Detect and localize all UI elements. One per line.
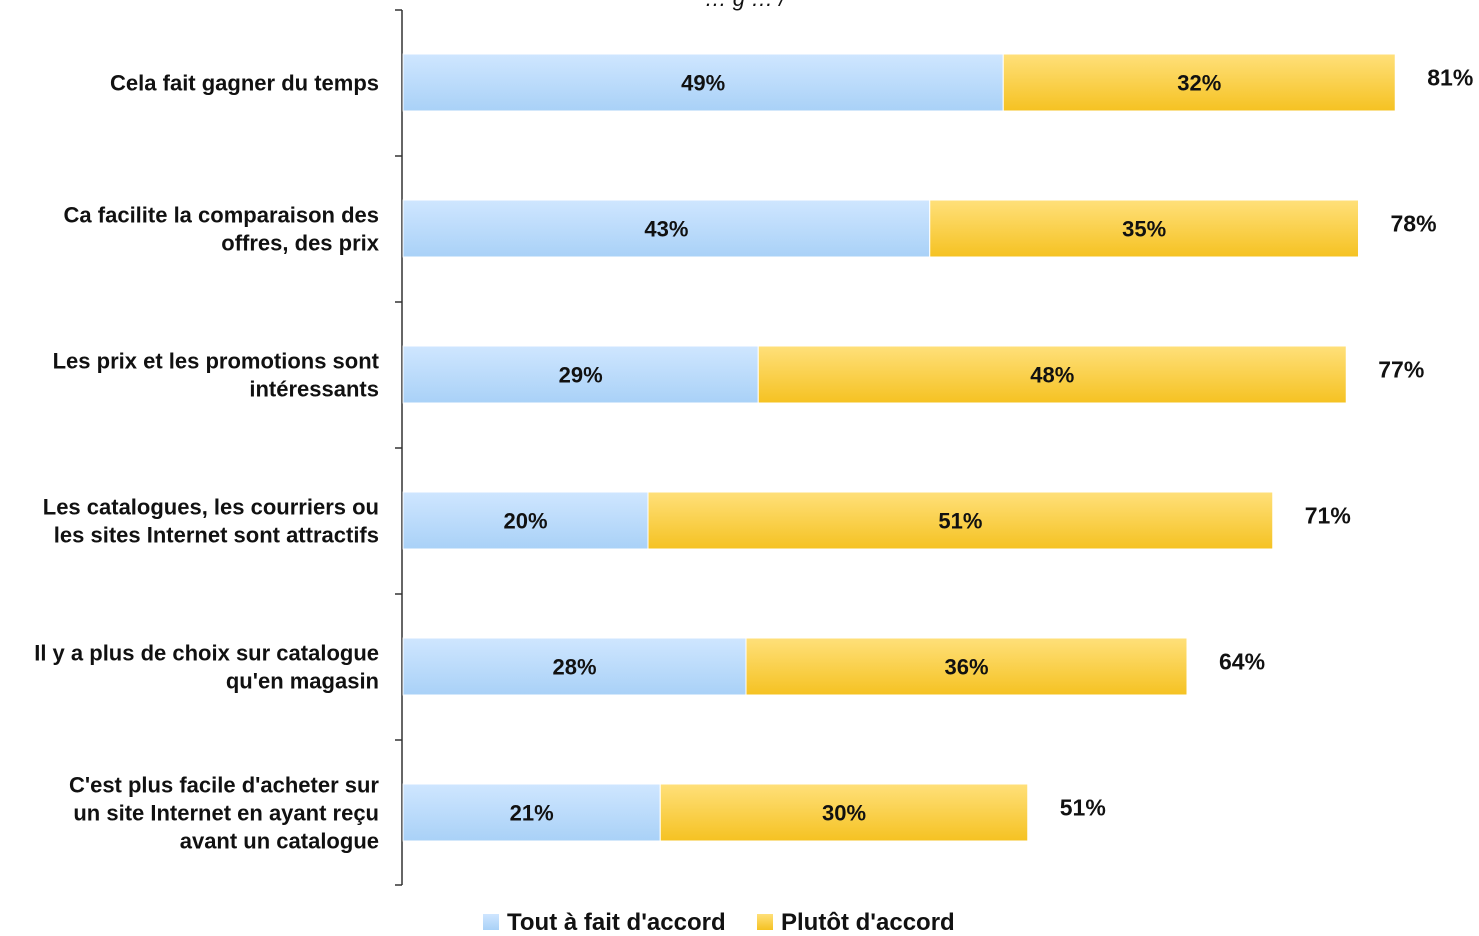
category-label: les sites Internet sont attractifs: [54, 523, 379, 548]
bar-value-label: 30%: [822, 801, 866, 826]
bar-value-label: 49%: [681, 71, 725, 96]
bar-segment-tout-a-fait: [402, 783, 661, 842]
bar-segment-plutot: [757, 345, 1347, 404]
category-label: qu'en magasin: [226, 669, 379, 694]
category-label: avant un catalogue: [180, 829, 379, 854]
bar-segment-plutot: [1002, 53, 1396, 112]
bar-value-label: 20%: [503, 509, 547, 534]
category-label: Il y a plus de choix sur catalogue: [34, 641, 379, 666]
bar-segment-tout-a-fait: [402, 637, 747, 696]
bar-total-label: 51%: [1060, 795, 1106, 821]
bar-value-label: 21%: [510, 801, 554, 826]
bar-segment-plutot: [929, 199, 1359, 258]
legend-swatch: [757, 914, 773, 930]
legend: Tout à fait d'accord Plutôt d'accord: [483, 909, 955, 936]
legend-label: Tout à fait d'accord: [507, 909, 726, 936]
bar-value-label: 32%: [1177, 71, 1221, 96]
bar-segment-plutot: [659, 783, 1029, 842]
bar-total-label: 64%: [1219, 649, 1265, 675]
legend-swatch: [483, 914, 499, 930]
bar-value-label: 48%: [1030, 363, 1074, 388]
category-label: intéressants: [249, 377, 379, 402]
category-label: offres, des prix: [221, 231, 379, 256]
bar-value-label: 51%: [938, 509, 982, 534]
category-label: Les catalogues, les courriers ou: [43, 495, 379, 520]
bar-value-label: 36%: [944, 655, 988, 680]
category-label: C'est plus facile d'acheter sur: [69, 773, 379, 798]
bar-segment-tout-a-fait: [402, 53, 1004, 112]
bar-segment-plutot: [745, 637, 1188, 696]
category-label: Cela fait gagner du temps: [110, 71, 379, 96]
bar-segment-plutot: [647, 491, 1274, 550]
bar-total-label: 81%: [1427, 65, 1473, 91]
bar-segment-tout-a-fait: [402, 199, 931, 258]
bar-value-label: 43%: [644, 217, 688, 242]
bar-segment-tout-a-fait: [402, 491, 649, 550]
bar-value-label: 29%: [559, 363, 603, 388]
chart-title-fragment: … g … /: [705, 0, 788, 11]
category-label: Ca facilite la comparaison des: [64, 203, 379, 228]
bar-value-label: 35%: [1122, 217, 1166, 242]
category-label: Les prix et les promotions sont: [53, 349, 380, 374]
bar-total-label: 71%: [1305, 503, 1351, 529]
bar-total-label: 77%: [1378, 357, 1424, 383]
category-label: un site Internet en ayant reçu: [73, 801, 379, 826]
bar-total-label: 78%: [1391, 211, 1437, 237]
legend-label: Plutôt d'accord: [781, 909, 955, 936]
bar-value-label: 28%: [552, 655, 596, 680]
